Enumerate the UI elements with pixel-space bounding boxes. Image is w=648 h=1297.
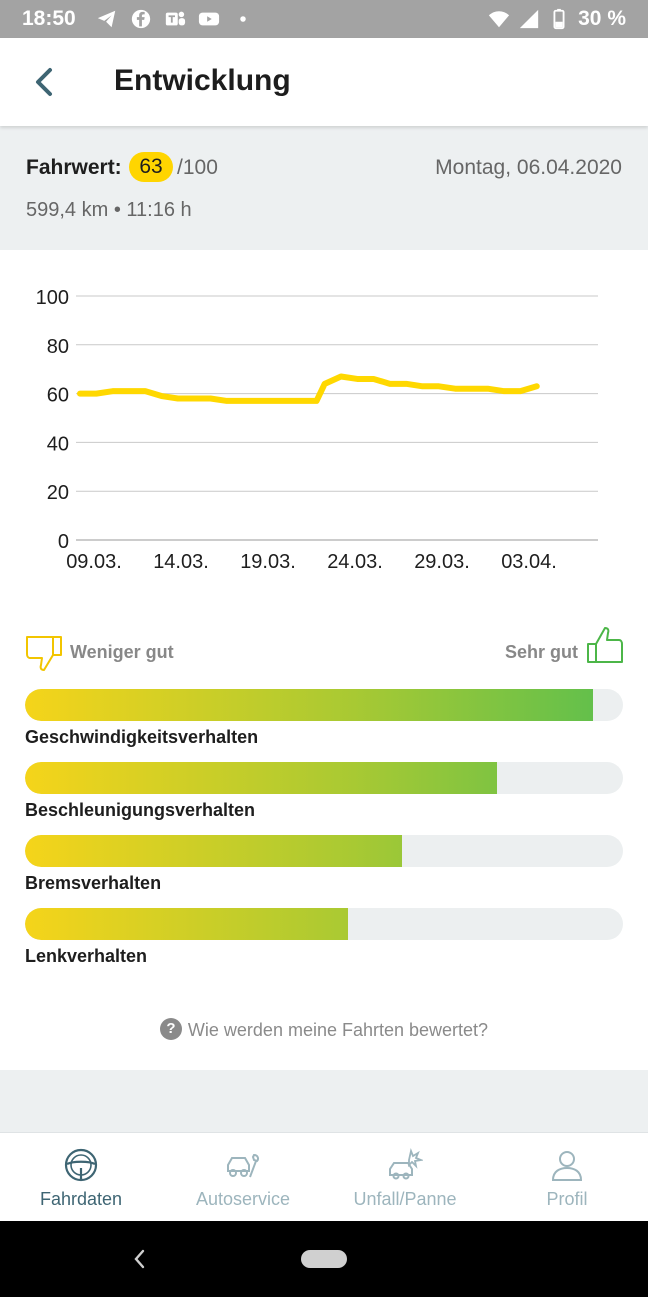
x-tick-label: 24.03.: [327, 551, 383, 573]
nav-autoservice[interactable]: Autoservice: [162, 1133, 324, 1222]
telegram-icon: [97, 10, 116, 28]
facebook-icon: [131, 9, 151, 29]
dot-icon: [240, 16, 246, 22]
bottom-navigation: Fahrdaten Autoservice Unfall/Panne Profi…: [0, 1132, 648, 1222]
rating-label: Geschwindigkeitsverhalten: [25, 727, 259, 747]
x-tick-label: 14.03.: [153, 551, 209, 573]
trip-date: Montag, 06.04.2020: [435, 156, 622, 179]
rating-bar-fill: [25, 835, 402, 867]
y-tick-label: 0: [58, 531, 69, 553]
x-tick-label: 19.03.: [240, 551, 296, 573]
y-tick-label: 80: [47, 336, 69, 358]
legend-low-label: Weniger gut: [70, 642, 174, 662]
steering-wheel-icon: [64, 1148, 98, 1182]
y-tick-label: 20: [47, 482, 69, 504]
system-back-icon[interactable]: [128, 1245, 150, 1273]
x-tick-label: 09.03.: [66, 551, 122, 573]
thumbs-down-icon: [26, 636, 62, 671]
legend-high-label: Sehr gut: [504, 642, 578, 662]
nav-label: Fahrdaten: [39, 1189, 123, 1209]
status-time: 18:50: [22, 7, 76, 30]
score-badge: 63: [129, 152, 173, 182]
rating-label: Lenkverhalten: [25, 946, 148, 966]
wifi-icon: [489, 11, 510, 28]
rating-bar-fill: [25, 689, 594, 721]
rating-bar-track: [25, 689, 623, 721]
system-navigation-bar: [0, 1221, 648, 1297]
status-bar: 18:50 30 %: [0, 0, 648, 38]
rating-label: Bremsverhalten: [25, 873, 162, 893]
nav-unfall-panne[interactable]: Unfall/Panne: [324, 1133, 486, 1222]
person-icon: [551, 1151, 583, 1181]
nav-label: Profil: [546, 1189, 588, 1209]
rating-bar-fill: [25, 908, 348, 940]
rating-legend: Weniger gut Sehr gut: [0, 620, 648, 680]
system-home-button[interactable]: [301, 1250, 347, 1268]
x-tick-label: 29.03.: [414, 551, 470, 573]
rating-help-link[interactable]: ? Wie werden meine Fahrten bewertet?: [0, 1018, 648, 1042]
line-chart: 0 20 40 60 80 100 09.03. 14.03. 19.03. 24.03. 29.0…: [36, 287, 598, 573]
series-line: [77, 373, 540, 404]
y-tick-label: 100: [36, 287, 69, 309]
car-crash-icon: [389, 1147, 423, 1180]
nav-fahrdaten[interactable]: Fahrdaten: [0, 1133, 162, 1222]
teams-icon: [165, 11, 186, 26]
rating-bar-track: [25, 908, 623, 940]
notification-icons: [96, 8, 254, 30]
nav-profil[interactable]: Profil: [486, 1133, 648, 1222]
distance-time: 599,4 km • 11:16 h: [26, 199, 192, 221]
y-tick-label: 60: [47, 385, 69, 407]
score-label: Fahrwert:: [26, 156, 122, 179]
nav-label: Autoservice: [195, 1189, 291, 1209]
score-max: /100: [177, 156, 218, 179]
y-tick-label: 40: [47, 433, 69, 455]
arrow-left-icon[interactable]: [28, 64, 62, 100]
score-trend-chart: 0 20 40 60 80 100 09.03. 14.03. 19.03. 24.03. 29.0…: [0, 250, 648, 600]
thumbs-up-icon: [587, 627, 623, 663]
signal-icon: [519, 9, 539, 29]
car-wrench-icon: [227, 1153, 259, 1178]
help-link-text: Wie werden meine Fahrten bewertet?: [187, 1020, 489, 1040]
page-title: Entwicklung: [114, 64, 291, 97]
score-summary: Fahrwert: 63 /100 Montag, 06.04.2020 599…: [0, 126, 648, 250]
nav-label: Unfall/Panne: [353, 1189, 457, 1209]
system-icons: 30 %: [488, 7, 626, 31]
youtube-icon: [198, 12, 220, 26]
battery-percent: 30 %: [578, 7, 626, 30]
help-circle-icon: ?: [159, 1018, 182, 1041]
content-spacer: [0, 1070, 648, 1132]
x-tick-label: 03.04.: [501, 551, 557, 573]
rating-bar-track: [25, 835, 623, 867]
rating-bar-track: [25, 762, 623, 794]
app-header: Entwicklung: [0, 38, 648, 126]
rating-bar-fill: [25, 762, 498, 794]
rating-label: Beschleunigungsverhalten: [25, 800, 256, 820]
battery-icon: [553, 8, 565, 30]
